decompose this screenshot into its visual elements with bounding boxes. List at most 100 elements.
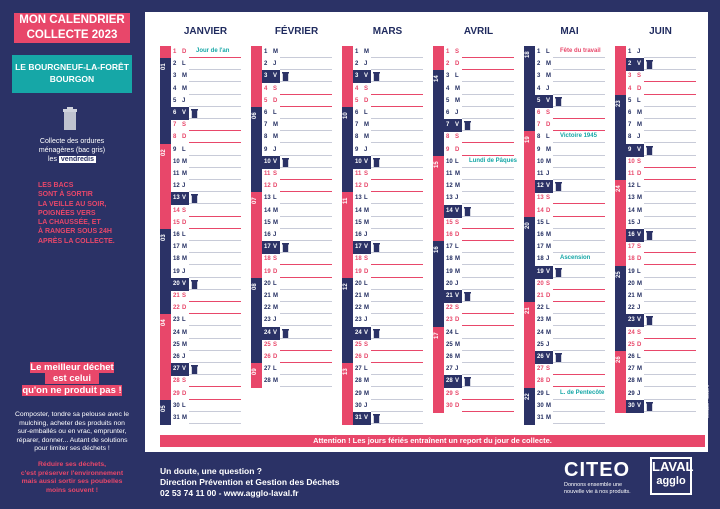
day-row: 21 22 L <box>524 302 615 316</box>
day-letter: J <box>273 61 277 68</box>
day-letter: J <box>637 219 641 226</box>
day-number: 13 <box>537 195 544 202</box>
week-strip <box>342 412 353 425</box>
day-line <box>553 349 605 351</box>
day-row: 29 S <box>433 387 524 401</box>
day-line <box>462 362 514 363</box>
day-letter: L <box>637 97 641 104</box>
day-row: 14 M <box>615 204 706 218</box>
week-strip <box>433 363 444 377</box>
day-row: 18 S <box>342 253 433 267</box>
day-number: 27 <box>446 366 453 373</box>
day-letter: V <box>364 415 369 421</box>
week-strip: 02 <box>160 143 171 157</box>
day-line <box>462 264 514 266</box>
day-line <box>280 349 332 351</box>
day-row: 24 M <box>160 326 251 340</box>
week-number: 04 <box>161 319 167 327</box>
collection-day-highlight <box>626 58 644 72</box>
day-number: 5 <box>264 97 268 104</box>
day-letter: M <box>364 293 369 299</box>
day-line <box>462 410 514 412</box>
day-number: 16 <box>446 232 453 238</box>
bacs-line: POIGNÉES VERS <box>38 209 96 217</box>
month-name: MARS <box>372 26 403 37</box>
day-number: 17 <box>173 244 180 251</box>
day-number: 20 <box>264 280 271 287</box>
day-letter: V <box>182 195 187 202</box>
day-number: 23 <box>355 317 362 324</box>
week-strip <box>433 58 444 72</box>
week-strip: 19 <box>524 131 535 145</box>
week-strip <box>433 107 444 120</box>
week-strip <box>433 168 444 181</box>
day-line <box>371 410 423 412</box>
day-row: 13 27 L <box>342 363 433 377</box>
day-row: 26 26 L <box>615 351 706 364</box>
collection-day-highlight <box>353 326 371 340</box>
week-strip <box>342 58 353 72</box>
week-strip <box>251 216 262 230</box>
bin-icon <box>373 243 380 253</box>
week-strip <box>342 155 353 169</box>
week-strip <box>615 375 626 389</box>
week-strip <box>433 399 444 413</box>
day-line <box>553 410 605 412</box>
collection-day-highlight <box>353 412 371 425</box>
day-line <box>280 130 332 132</box>
day-number: 26 <box>628 354 635 360</box>
week-number: 02 <box>161 148 167 156</box>
week-strip <box>160 204 171 218</box>
week-strip <box>251 351 262 364</box>
day-number: 10 <box>264 158 271 165</box>
week-strip <box>615 58 626 72</box>
day-number: 22 <box>264 305 271 312</box>
day-line <box>371 203 423 205</box>
day-number: 18 <box>264 256 271 263</box>
day-number: 30 <box>355 402 362 409</box>
day-number: 9 <box>264 146 268 153</box>
day-line <box>280 215 332 217</box>
week-strip <box>160 216 171 230</box>
day-number: 3 <box>173 73 177 80</box>
day-number: 14 <box>355 207 362 214</box>
day-letter: L <box>455 73 459 80</box>
week-strip <box>615 277 626 291</box>
week-strip <box>160 338 171 352</box>
day-line <box>644 410 696 412</box>
day-row: 07 13 L <box>251 192 342 206</box>
day-row: 20 15 L <box>524 216 615 230</box>
day-row: 18 J Ascension <box>524 253 615 267</box>
day-letter: J <box>273 146 277 153</box>
day-letter: M <box>637 122 642 129</box>
day-line <box>644 154 696 156</box>
day-letter: V <box>546 97 551 104</box>
day-number: 12 <box>264 183 271 190</box>
collection-day-highlight <box>171 277 189 291</box>
day-letter: V <box>455 207 460 214</box>
day-number: 20 <box>446 280 453 287</box>
day-line <box>280 288 332 290</box>
week-strip <box>342 302 353 316</box>
day-letter: V <box>455 122 460 129</box>
day-row: 12 J <box>160 180 251 194</box>
bin-icon <box>373 72 380 82</box>
day-line <box>553 203 605 205</box>
compost-line: pour limiter ses déchets ! <box>34 445 110 452</box>
day-number: 1 <box>628 49 632 55</box>
day-letter: M <box>637 280 642 287</box>
week-strip: 20 <box>524 216 535 230</box>
collection-day-highlight <box>535 351 553 364</box>
day-number: 16 <box>628 232 635 238</box>
day-letter: V <box>364 244 369 251</box>
day-letter: S <box>455 219 460 226</box>
collection-day-highlight <box>535 180 553 194</box>
week-strip <box>524 241 535 255</box>
day-letter: L <box>455 158 459 165</box>
day-row: 11 13 L <box>342 192 433 206</box>
